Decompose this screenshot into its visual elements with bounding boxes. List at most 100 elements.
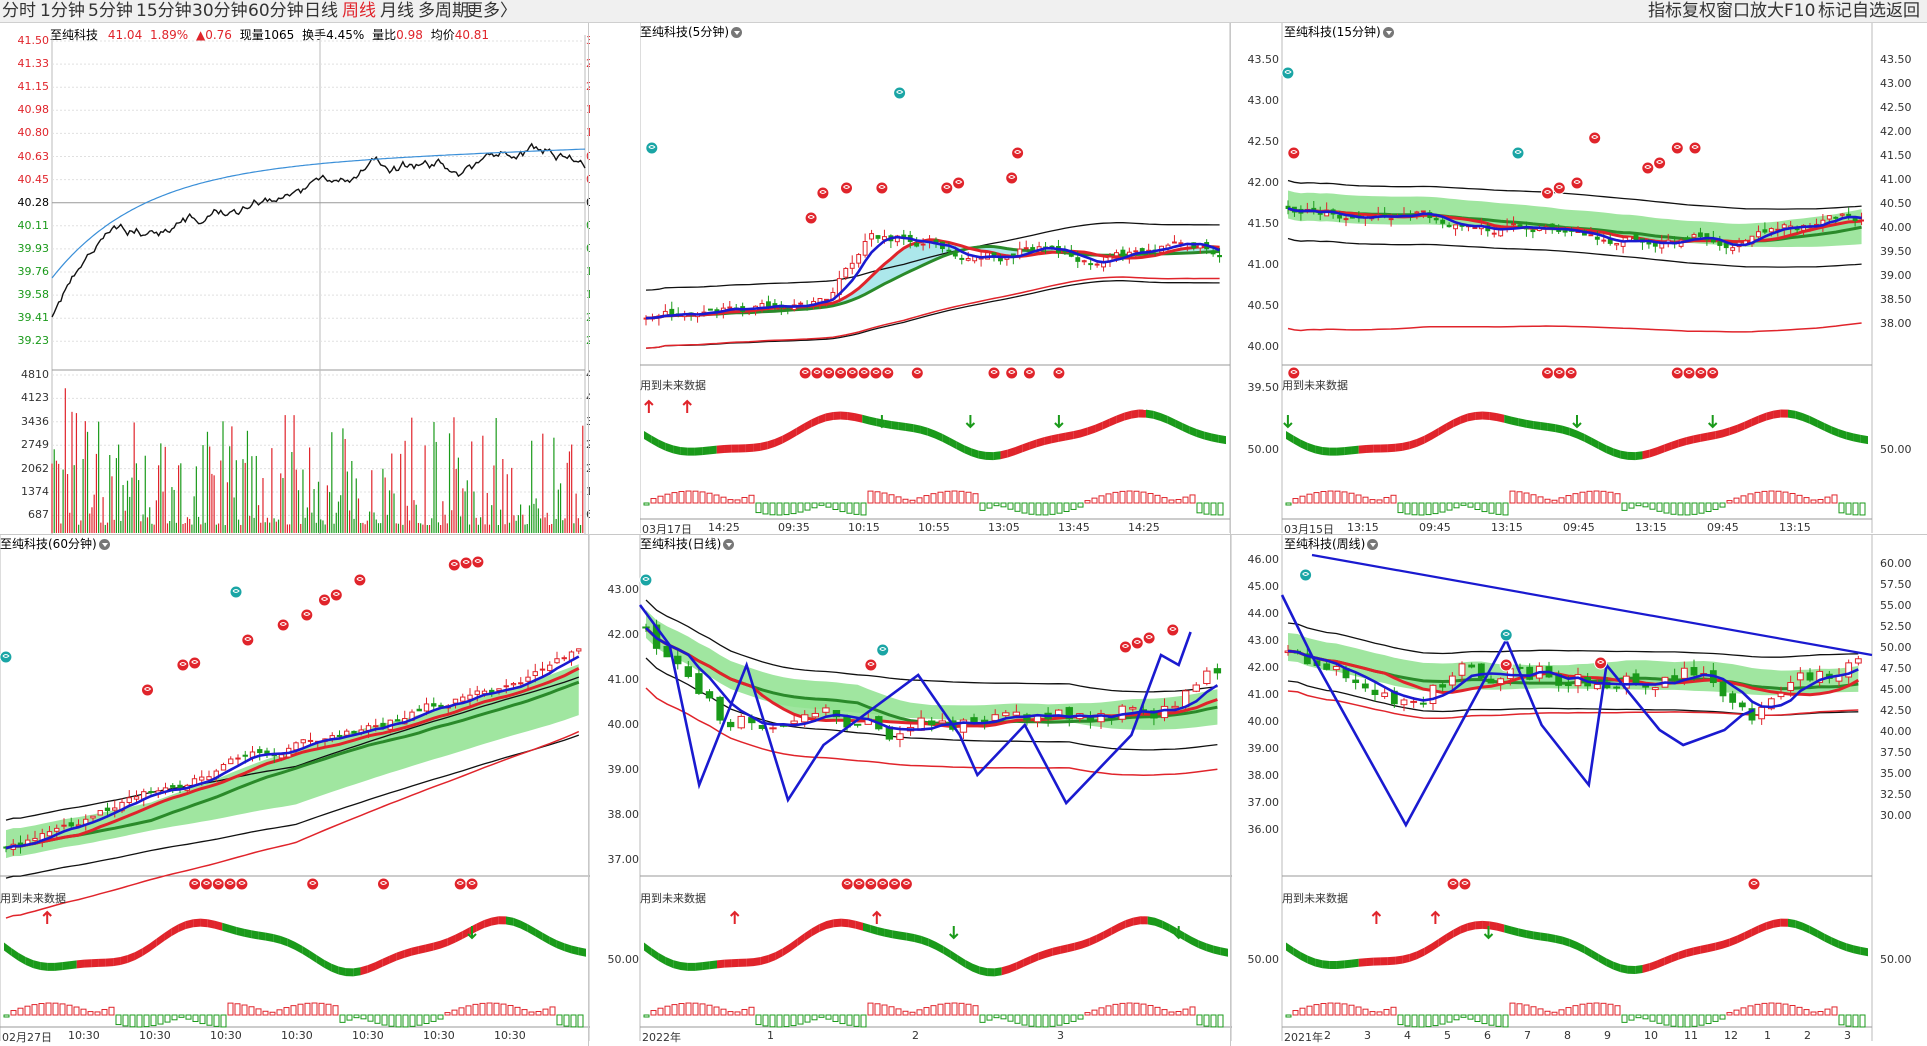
upper-envelope bbox=[645, 657, 1218, 751]
indicator-ribbon bbox=[1395, 955, 1403, 965]
indicator-ribbon bbox=[833, 411, 841, 420]
indicator-bars bbox=[1488, 502, 1495, 514]
chevron-down-icon[interactable] bbox=[1367, 539, 1379, 550]
toolbar-right-0[interactable]: 指标 bbox=[1648, 1, 1682, 21]
indicator-bars bbox=[1126, 490, 1133, 504]
time-label: 10:55 bbox=[918, 521, 950, 534]
indicator-ribbon bbox=[1198, 940, 1207, 952]
indicator-bars bbox=[1133, 1002, 1140, 1016]
price-tick: 39.50 bbox=[1247, 381, 1280, 394]
timeframe-tab-5[interactable]: 60分钟 bbox=[248, 1, 304, 21]
ma-band bbox=[646, 239, 1220, 319]
price-candle bbox=[257, 749, 263, 754]
timeframe-tab-4[interactable]: 30分钟 bbox=[192, 1, 248, 21]
timeframe-tab-3[interactable]: 15分钟 bbox=[136, 1, 192, 21]
indicator-bars bbox=[1677, 1014, 1684, 1028]
price-tick: 40.45 bbox=[17, 172, 50, 186]
indicator-ribbon bbox=[855, 920, 863, 931]
toolbar-right-4[interactable]: F10 bbox=[1784, 1, 1816, 21]
indicator-bars bbox=[734, 1011, 741, 1016]
weekly-panel[interactable]: 至纯科技(周线) 用到未来数据 46.00 45.00 44.00 43.00 42.0… bbox=[1232, 535, 1927, 1046]
indicator-ribbon bbox=[127, 952, 135, 963]
indicator-ribbon bbox=[1038, 949, 1046, 961]
indicator-bars bbox=[563, 1014, 570, 1027]
timeframe-tab-2[interactable]: 5分钟 bbox=[88, 1, 133, 21]
indicator-bars bbox=[101, 1008, 108, 1016]
indicator-ribbon bbox=[331, 963, 339, 975]
indicator-bars bbox=[1292, 1010, 1299, 1016]
average-price-line bbox=[51, 148, 586, 279]
indicator-tick: 50.00 bbox=[1247, 953, 1280, 966]
sell-signal-icon-mark bbox=[1290, 150, 1298, 154]
indicator-bars bbox=[311, 1002, 318, 1016]
indicator-ribbon bbox=[702, 961, 710, 971]
timeframe-tab-1[interactable]: 1分钟 bbox=[40, 1, 85, 21]
indicator-ribbon bbox=[1138, 409, 1146, 418]
indicator-ribbon bbox=[1206, 943, 1214, 954]
indicator-ribbon bbox=[993, 451, 1001, 461]
timeframe-tab-7[interactable]: 周线 bbox=[342, 1, 376, 21]
toolbar-right-6[interactable]: 自选 bbox=[1852, 1, 1886, 21]
indicator-bars bbox=[1119, 1002, 1126, 1016]
indicator-bars bbox=[409, 1014, 416, 1027]
daily-chart bbox=[638, 535, 1232, 1041]
price-tick: 42.00 bbox=[1247, 176, 1280, 189]
indicator-ribbon bbox=[1860, 434, 1868, 445]
price-candle bbox=[300, 739, 306, 744]
toolbar-right-5[interactable]: 标记 bbox=[1818, 1, 1852, 21]
toolbar-right-1[interactable]: 复权 bbox=[1682, 1, 1716, 21]
chevron-down-icon[interactable] bbox=[723, 539, 735, 550]
indicator-ribbon bbox=[578, 947, 586, 957]
indicator-bars bbox=[1621, 502, 1628, 511]
timeframe-tab-0[interactable]: 分时 bbox=[2, 1, 36, 21]
chevron-down-icon[interactable] bbox=[98, 539, 110, 550]
price-tick: 40.11 bbox=[17, 218, 50, 232]
indicator-ribbon bbox=[702, 446, 710, 456]
timeframe-tab-8[interactable]: 月线 bbox=[380, 1, 414, 21]
indicator-ribbon bbox=[200, 918, 208, 928]
indicator-ribbon bbox=[1569, 938, 1577, 950]
indicator-bars bbox=[241, 1004, 248, 1016]
indicator-bars bbox=[332, 1005, 339, 1016]
indicator-ribbon bbox=[694, 447, 703, 456]
toolbar-right-3[interactable]: 放大 bbox=[1750, 1, 1784, 21]
indicator-ribbon bbox=[1671, 951, 1679, 963]
sixty-minute-panel[interactable]: 至纯科技(60分钟) 用到未来数据 02月27日 10:30 10:30 10:30 1… bbox=[0, 535, 590, 1046]
indicator-bars bbox=[1362, 1008, 1369, 1016]
price-candle bbox=[938, 720, 946, 724]
price-tick: 37.00 bbox=[1247, 796, 1280, 809]
indicator-bars bbox=[986, 1014, 993, 1021]
price-tick: 39.41 bbox=[17, 311, 50, 325]
down-arrow-icon bbox=[1054, 415, 1064, 429]
chevron-down-icon[interactable] bbox=[1382, 27, 1394, 38]
indicator-ribbon bbox=[1475, 411, 1483, 420]
indicator-bars bbox=[1768, 1002, 1775, 1016]
chevron-down-icon[interactable] bbox=[731, 27, 742, 38]
price-candle bbox=[416, 708, 422, 712]
timeframe-tab-6[interactable]: 日线 bbox=[304, 1, 338, 21]
price-tick: 39.93 bbox=[17, 241, 50, 255]
indicator-ribbon bbox=[724, 959, 732, 968]
future-data-note: 用到未来数据 bbox=[640, 379, 706, 392]
five-minute-panel[interactable]: 至纯科技(5分钟) 用到未来数据 03月17日 14:25 09:35 10:15 10… bbox=[640, 23, 1230, 538]
indicator-bars bbox=[1327, 490, 1334, 504]
indicator-bars bbox=[549, 1006, 556, 1016]
toolbar-right-7[interactable]: 返回 bbox=[1886, 1, 1920, 21]
price-candle bbox=[1833, 216, 1839, 219]
indicator-ribbon bbox=[1591, 949, 1599, 963]
indicator-ribbon bbox=[76, 959, 85, 969]
indicator-bars bbox=[451, 1009, 458, 1016]
daily-panel[interactable]: 至纯科技(日线) 用到未来数据 43.00 42.00 41.00 40.00 39.0… bbox=[592, 535, 1232, 1046]
indicator-ribbon bbox=[1766, 410, 1774, 421]
indicator-ribbon bbox=[404, 947, 412, 958]
intraday-panel[interactable]: 至纯科技 41.04 1.89% ▲0.76 现量1065 换手4.45% 量比… bbox=[0, 23, 590, 538]
month-label: 2 bbox=[912, 1029, 919, 1042]
price-candle bbox=[293, 742, 299, 751]
price-candle bbox=[1854, 658, 1862, 664]
timeframe-tab-10[interactable]: 更多〉 bbox=[466, 1, 517, 21]
sell-signal-icon-mark bbox=[1145, 635, 1153, 639]
indicator-bars bbox=[1747, 493, 1754, 504]
timeframe-tab-9[interactable]: 多周期 bbox=[418, 1, 469, 21]
toolbar-right-2[interactable]: 窗口 bbox=[1716, 1, 1750, 21]
fifteen-minute-panel[interactable]: 至纯科技(15分钟) 用到未来数据 43.50 43.00 42.50 42.00 41… bbox=[1232, 23, 1927, 538]
